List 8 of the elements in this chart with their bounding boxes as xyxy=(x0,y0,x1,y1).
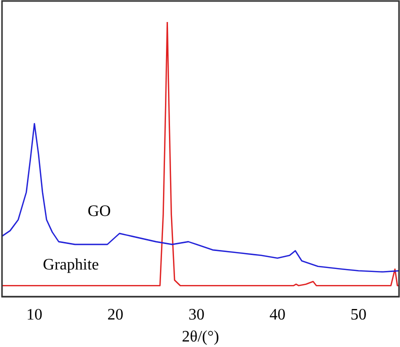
x-tick-label: 10 xyxy=(26,306,42,324)
x-tick-label: 30 xyxy=(188,306,204,324)
x-tick-label: 50 xyxy=(350,306,366,324)
series-label: GO xyxy=(88,202,111,220)
series-label: Graphite xyxy=(42,256,99,274)
x-axis-title: 2θ/(°) xyxy=(182,328,220,346)
x-tick-label: 40 xyxy=(269,306,286,324)
x-tick-label: 20 xyxy=(107,306,124,324)
